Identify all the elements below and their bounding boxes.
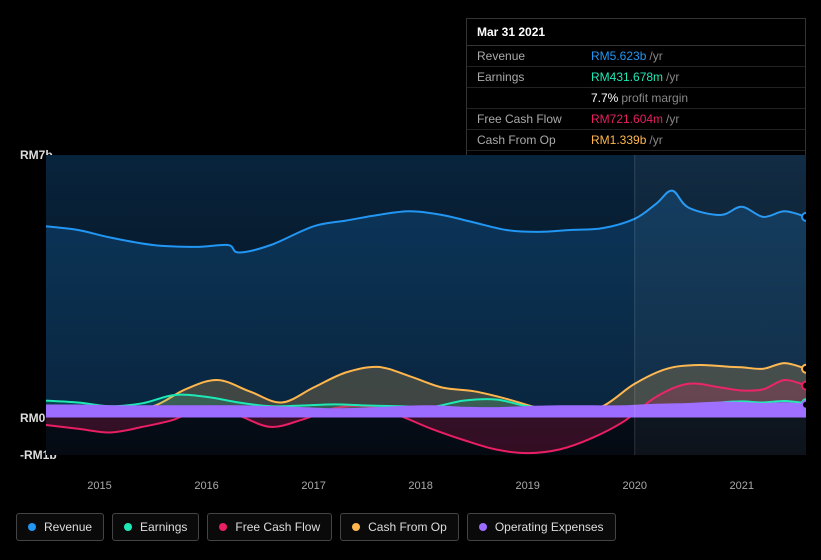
legend-dot-icon	[124, 523, 132, 531]
legend: Revenue Earnings Free Cash Flow Cash From O…	[16, 513, 616, 541]
tooltip-row-value: RM431.678m	[591, 70, 663, 84]
legend-label: Free Cash Flow	[235, 520, 320, 534]
legend-item-cfo[interactable]: Cash From Op	[340, 513, 459, 541]
x-tick-label: 2017	[301, 480, 325, 492]
tooltip-subrow: 7.7%profit margin	[467, 88, 805, 109]
tooltip-row: RevenueRM5.623b/yr	[467, 46, 805, 67]
tooltip-row-label: Free Cash Flow	[477, 112, 591, 126]
x-tick-label: 2019	[515, 480, 539, 492]
legend-item-revenue[interactable]: Revenue	[16, 513, 104, 541]
x-tick-label: 2021	[730, 480, 754, 492]
endpoint-cfo	[802, 365, 806, 373]
legend-label: Operating Expenses	[495, 520, 604, 534]
tooltip-row: EarningsRM431.678m/yr	[467, 67, 805, 88]
tooltip-subrow-value: 7.7%	[591, 91, 618, 105]
legend-label: Earnings	[140, 520, 187, 534]
legend-item-fcf[interactable]: Free Cash Flow	[207, 513, 332, 541]
x-tick-label: 2020	[622, 480, 646, 492]
legend-label: Cash From Op	[368, 520, 447, 534]
tooltip-subrow-unit: profit margin	[621, 91, 688, 105]
tooltip-row-value: RM5.623b	[591, 49, 646, 63]
tooltip-row-unit: /yr	[649, 49, 662, 63]
tooltip-row-label: Revenue	[477, 49, 591, 63]
x-tick-label: 2016	[194, 480, 218, 492]
legend-item-opex[interactable]: Operating Expenses	[467, 513, 616, 541]
tooltip-row-unit: /yr	[666, 112, 679, 126]
hover-tooltip: Mar 31 2021RevenueRM5.623b/yrEarningsRM4…	[466, 18, 806, 172]
legend-item-earnings[interactable]: Earnings	[112, 513, 199, 541]
tooltip-row-value: RM721.604m	[591, 112, 663, 126]
chart-svg[interactable]	[16, 155, 806, 475]
legend-label: Revenue	[44, 520, 92, 534]
tooltip-row-label: Earnings	[477, 70, 591, 84]
legend-dot-icon	[28, 523, 36, 531]
tooltip-row-unit: /yr	[666, 70, 679, 84]
legend-dot-icon	[479, 523, 487, 531]
legend-dot-icon	[352, 523, 360, 531]
x-axis-labels: 2015 2016 2017 2018 2019 2020 2021	[46, 480, 806, 496]
hover-future-region	[635, 155, 806, 455]
endpoint-revenue	[802, 213, 806, 221]
tooltip-row-unit: /yr	[649, 133, 662, 147]
x-tick-label: 2018	[408, 480, 432, 492]
financials-chart-root: Mar 31 2021RevenueRM5.623b/yrEarningsRM4…	[0, 0, 821, 560]
endpoint-opex	[802, 401, 806, 409]
endpoint-fcf	[802, 382, 806, 390]
tooltip-row: Cash From OpRM1.339b/yr	[467, 130, 805, 151]
tooltip-row: Free Cash FlowRM721.604m/yr	[467, 109, 805, 130]
chart-area[interactable]	[16, 155, 806, 475]
tooltip-row-value: RM1.339b	[591, 133, 646, 147]
tooltip-title: Mar 31 2021	[467, 19, 805, 46]
legend-dot-icon	[219, 523, 227, 531]
x-tick-label: 2015	[87, 480, 111, 492]
tooltip-row-label: Cash From Op	[477, 133, 591, 147]
